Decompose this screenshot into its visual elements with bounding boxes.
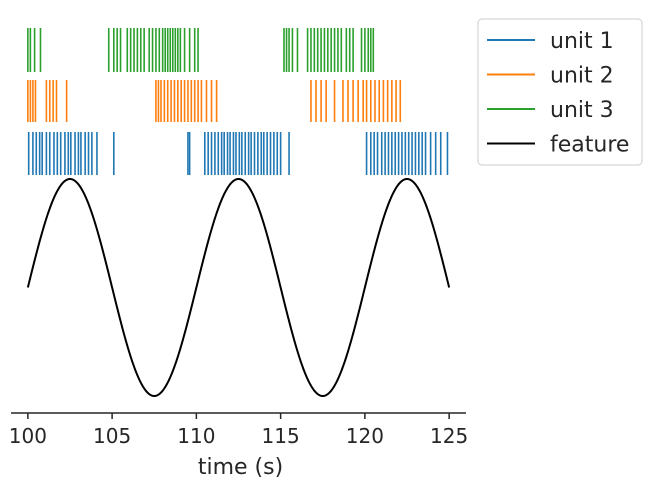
x-tick-label: 100 (9, 424, 47, 448)
x-tick-label: 125 (430, 424, 468, 448)
legend-item-unit-1: unit 1 (487, 29, 614, 54)
legend-label: unit 2 (550, 64, 614, 89)
feature-line (26, 177, 451, 398)
x-axis-label: time (s) (198, 455, 283, 480)
legend-item-unit-3: unit 3 (487, 98, 614, 123)
x-tick-label: 120 (346, 424, 384, 448)
x-tick-label: 110 (177, 424, 215, 448)
legend-item-unit-2: unit 2 (487, 64, 614, 89)
legend-frame (477, 18, 643, 166)
legend-label: unit 3 (550, 98, 614, 123)
legend-label: unit 1 (550, 29, 614, 54)
raster-row-unit-1 (27, 132, 449, 175)
x-tick-label: 115 (262, 424, 300, 448)
legend-item-feature: feature (487, 133, 629, 158)
x-axis-ticks: 100 105 110 115 120 125 (9, 413, 468, 448)
spike-raster-layer (27, 28, 449, 175)
legend: unit 1 unit 2 unit 3 feature (477, 18, 643, 166)
legend-label: feature (550, 133, 629, 158)
raster-row-unit-2 (27, 80, 402, 122)
raster-row-unit-3 (27, 28, 375, 72)
x-tick-label: 105 (93, 424, 131, 448)
